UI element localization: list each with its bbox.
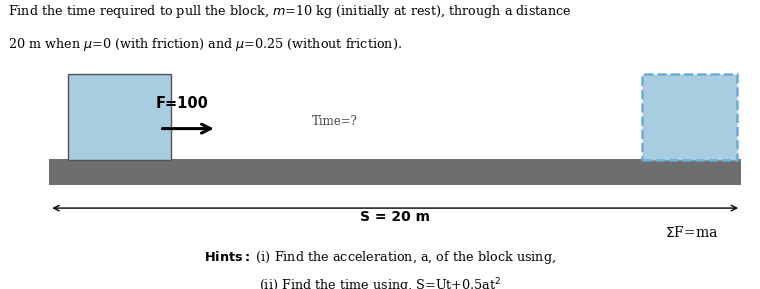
Bar xyxy=(642,74,737,160)
Text: $\mathbf{Hints:}$ (i) Find the acceleration, a, of the block using,: $\mathbf{Hints:}$ (i) Find the accelerat… xyxy=(204,249,556,266)
Text: (ii) Find the time using, S=Ut+0.5at$^2$: (ii) Find the time using, S=Ut+0.5at$^2$ xyxy=(258,276,502,289)
Bar xyxy=(68,74,171,160)
Text: F=100: F=100 xyxy=(156,96,209,111)
Text: S = 20 m: S = 20 m xyxy=(360,210,430,223)
Text: Time=?: Time=? xyxy=(312,115,357,128)
Bar xyxy=(49,159,741,185)
Text: $\Sigma$F=ma: $\Sigma$F=ma xyxy=(665,225,718,240)
Text: 20 m when $\mu$=0 (with friction) and $\mu$=0.25 (without friction).: 20 m when $\mu$=0 (with friction) and $\… xyxy=(8,36,401,53)
Text: Find the time required to pull the block, $m$=10 kg (initially at rest), through: Find the time required to pull the block… xyxy=(8,3,572,20)
